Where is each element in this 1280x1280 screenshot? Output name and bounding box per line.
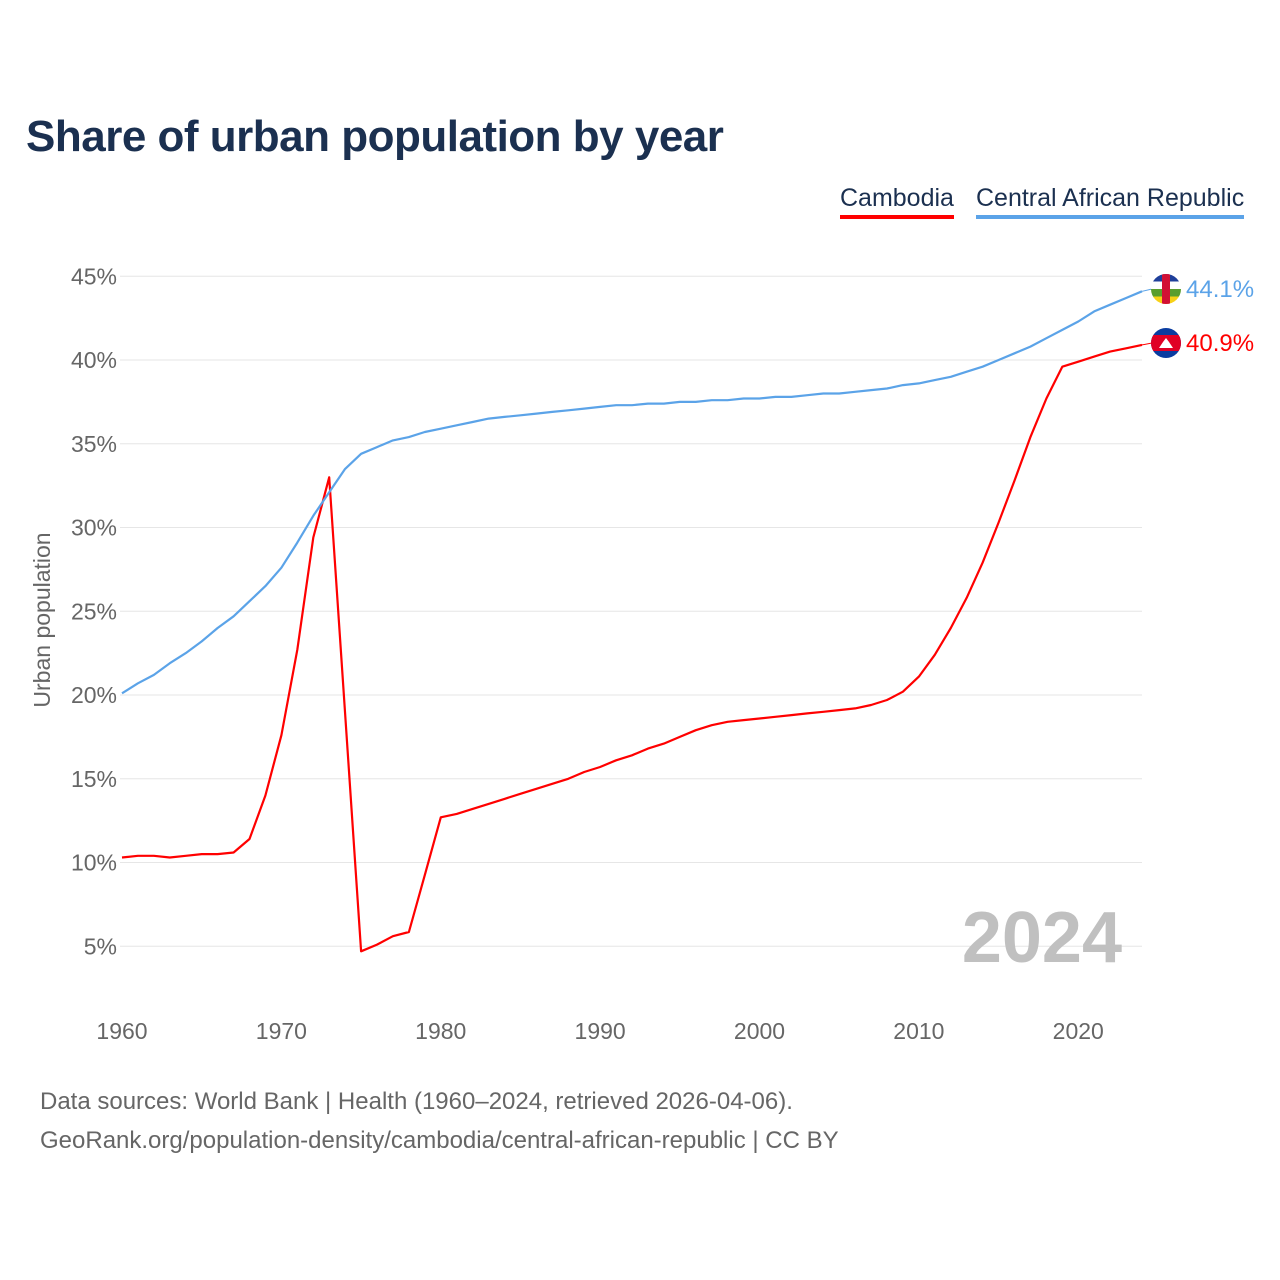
- footer-link[interactable]: GeoRank.org/population-density/cambodia/…: [40, 1127, 839, 1154]
- end-value-label: 40.9%: [1186, 330, 1254, 357]
- y-tick-label: 15%: [71, 766, 117, 792]
- y-tick-label: 20%: [71, 682, 117, 708]
- legend-item-cambodia[interactable]: Cambodia: [840, 184, 954, 219]
- end-connector: [1141, 342, 1153, 346]
- year-watermark: 2024: [962, 898, 1122, 978]
- y-axis-label: Urban population: [29, 532, 55, 707]
- x-tick-label: 2000: [734, 1018, 785, 1044]
- flag-cambodia-icon: [1151, 328, 1181, 358]
- series-line-central-african-republic[interactable]: [121, 290, 1143, 695]
- legend-item-central-african-republic[interactable]: Central African Republic: [976, 184, 1245, 219]
- footer-sources: Data sources: World Bank | Health (1960–…: [40, 1088, 793, 1115]
- flag-central-african-republic-icon: [1151, 274, 1181, 304]
- y-tick-label: 30%: [71, 515, 117, 541]
- y-tick-label: 5%: [84, 933, 117, 959]
- x-tick-label: 1990: [575, 1018, 626, 1044]
- x-tick-label: 2010: [893, 1018, 944, 1044]
- y-tick-label: 40%: [71, 347, 117, 373]
- series-line-cambodia[interactable]: [121, 343, 1143, 953]
- y-tick-label: 35%: [71, 431, 117, 457]
- y-tick-label: 45%: [71, 263, 117, 289]
- end-connector: [1141, 288, 1153, 292]
- x-tick-label: 1970: [256, 1018, 307, 1044]
- y-tick-label: 10%: [71, 850, 117, 876]
- x-tick-label: 1980: [415, 1018, 466, 1044]
- x-tick-label: 2020: [1053, 1018, 1104, 1044]
- x-tick-label: 1960: [96, 1018, 147, 1044]
- y-tick-label: 25%: [71, 598, 117, 624]
- end-value-label: 44.1%: [1186, 276, 1254, 303]
- chart-title: Share of urban population by year: [26, 112, 724, 161]
